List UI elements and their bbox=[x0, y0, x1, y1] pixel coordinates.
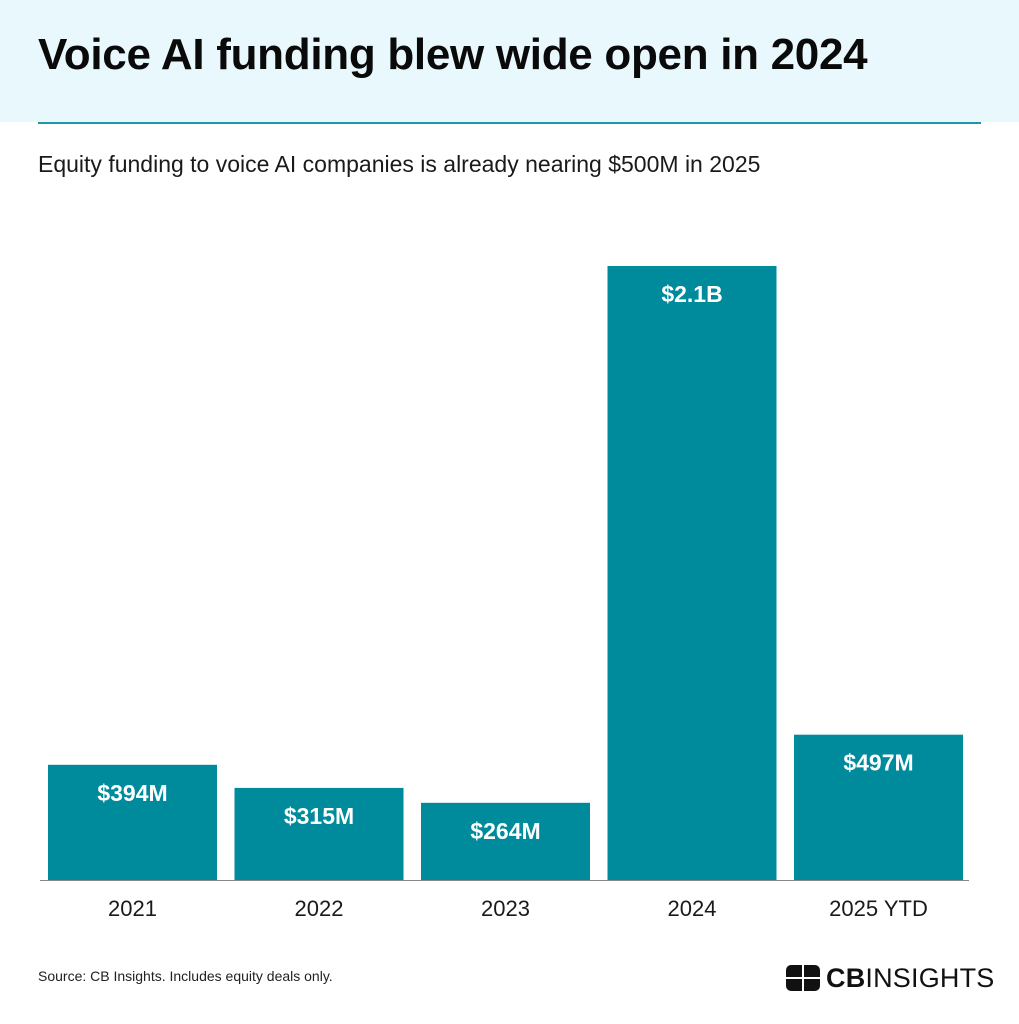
chart-subtitle: Equity funding to voice AI companies is … bbox=[38, 151, 761, 177]
x-tick-label-2025-ytd: 2025 YTD bbox=[829, 896, 928, 921]
bar-2023 bbox=[421, 802, 590, 880]
bar-chart: $394M 2021 $315M 2022 $264M 2023 $2.1B 2024 $497… bbox=[40, 266, 969, 921]
x-tick-label-2022: 2022 bbox=[295, 896, 344, 921]
data-label-2024: $2.1B bbox=[661, 281, 722, 307]
bar-2025-ytd bbox=[794, 734, 963, 880]
x-tick-label-2024: 2024 bbox=[668, 896, 717, 921]
x-tick-label-2021: 2021 bbox=[108, 896, 157, 921]
bar-2021 bbox=[48, 764, 217, 880]
brand-bold: CB bbox=[826, 962, 866, 993]
data-label-2022: $315M bbox=[284, 803, 354, 829]
chart-title: Voice AI funding blew wide open in 2024 bbox=[38, 30, 868, 79]
x-tick-label-2023: 2023 bbox=[481, 896, 530, 921]
cb-insights-logo: CBINSIGHTS bbox=[786, 962, 995, 994]
cb-insights-logo-icon bbox=[786, 965, 820, 991]
bar-2022 bbox=[234, 787, 404, 880]
brand-rest: INSIGHTS bbox=[865, 962, 995, 993]
data-label-2021: $394M bbox=[97, 780, 167, 806]
cb-insights-wordmark: CBINSIGHTS bbox=[826, 963, 995, 994]
data-label-2025-ytd: $497M bbox=[843, 750, 913, 776]
header-band: Voice AI funding blew wide open in 2024 bbox=[0, 0, 1019, 122]
bar-2024 bbox=[607, 266, 777, 880]
source-note: Source: CB Insights. Includes equity dea… bbox=[38, 968, 333, 984]
title-divider bbox=[38, 122, 981, 124]
data-label-2023: $264M bbox=[470, 818, 540, 844]
